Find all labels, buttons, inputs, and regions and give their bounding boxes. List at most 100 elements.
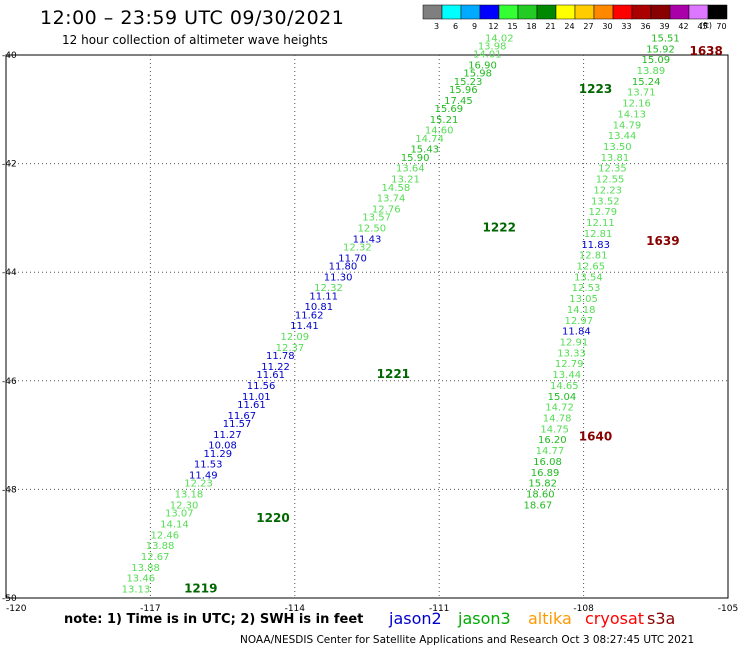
wave-height-label: 11.57 xyxy=(223,419,252,430)
wave-height-label: 12.32 xyxy=(343,242,372,253)
wave-height-label: 17.45 xyxy=(444,96,473,107)
wave-height-label: 13.07 xyxy=(165,509,194,520)
color-scale-tick: 6 xyxy=(453,22,458,31)
wave-height-label: 15.51 xyxy=(651,33,680,44)
wave-height-label: 16.89 xyxy=(531,468,560,479)
x-tick-label: -108 xyxy=(573,604,594,614)
wave-height-label: 15.04 xyxy=(548,392,577,403)
wave-height-label: 12.50 xyxy=(357,223,386,234)
wave-height-label: 13.88 xyxy=(131,563,160,574)
chart-subtitle: 12 hour collection of altimeter wave hei… xyxy=(62,33,328,47)
wave-height-label: 15.69 xyxy=(435,104,464,115)
wave-height-label: 11.56 xyxy=(247,381,276,392)
legend-jason2: jason2 xyxy=(389,609,442,628)
color-scale-tick: 12 xyxy=(488,22,498,31)
wave-height-label: 11.27 xyxy=(213,430,242,441)
wave-height-label: 13.52 xyxy=(591,196,620,207)
x-tick-label: -114 xyxy=(285,604,306,614)
wave-height-label: 12.09 xyxy=(280,332,309,343)
wave-height-label: 13.88 xyxy=(146,541,175,552)
legend-jason3: jason3 xyxy=(458,609,511,628)
wave-height-label: 18.67 xyxy=(524,500,553,511)
wave-height-label: 11.62 xyxy=(295,310,324,321)
x-tick-label: -105 xyxy=(718,604,738,614)
wave-height-label: 12.79 xyxy=(555,359,584,370)
color-scale-swatch xyxy=(612,4,633,20)
color-scale-tick: 15 xyxy=(507,22,517,31)
x-tick-label: -117 xyxy=(140,604,160,614)
wave-height-label: 11.41 xyxy=(290,321,319,332)
chart-footer: NOAA/NESDIS Center for Satellite Applica… xyxy=(240,634,695,646)
track-label: 1221 xyxy=(377,367,410,381)
wave-height-label: 11.29 xyxy=(203,449,232,460)
wave-height-label: 11.49 xyxy=(189,471,218,482)
wave-height-label: 12.81 xyxy=(579,251,608,262)
wave-height-label: 15.24 xyxy=(632,77,661,88)
color-scale-swatch xyxy=(650,4,671,20)
wave-height-label: 15.09 xyxy=(641,55,670,66)
y-tick-label: -44 xyxy=(2,268,17,278)
wave-height-label: 12.30 xyxy=(170,500,199,511)
wave-height-label: 13.50 xyxy=(603,142,632,153)
legend-cryosat: cryosat xyxy=(585,609,645,628)
wave-height-label: 11.53 xyxy=(194,460,223,471)
track-label: 1638 xyxy=(689,44,722,58)
wave-height-label: 12.91 xyxy=(560,338,589,349)
wave-height-label: 14.79 xyxy=(613,120,642,131)
wave-height-label: 15.43 xyxy=(410,145,439,156)
wave-height-label: 13.57 xyxy=(362,213,391,224)
color-scale-swatch xyxy=(707,4,728,20)
plot-frame xyxy=(5,54,729,599)
wave-height-label: 14.72 xyxy=(545,403,574,414)
color-scale-tick: 36 xyxy=(640,22,650,31)
color-scale-tick: 3 xyxy=(434,22,439,31)
wave-height-label: 13.71 xyxy=(627,88,656,99)
wave-height-label: 13.33 xyxy=(557,348,586,359)
wave-height-label: 12.81 xyxy=(584,229,613,240)
wave-height-label: 12.55 xyxy=(596,175,625,186)
wave-height-label: 12.32 xyxy=(314,283,343,294)
color-scale-tick: 42 xyxy=(678,22,688,31)
chart-note: note: 1) Time is in UTC; 2) SWH is in fe… xyxy=(64,612,364,627)
wave-height-label: 11.61 xyxy=(256,370,285,381)
color-scale-tick: 70 xyxy=(716,22,726,31)
color-scale-swatch xyxy=(536,4,557,20)
wave-height-label: 12.11 xyxy=(586,218,615,229)
color-scale-swatch xyxy=(441,4,462,20)
track-label: 1219 xyxy=(184,582,217,596)
wave-height-label: 14.01 xyxy=(473,50,502,61)
color-scale-tick: 18 xyxy=(526,22,536,31)
wave-height-label: 13.98 xyxy=(478,42,507,53)
color-scale-tick: 27 xyxy=(583,22,593,31)
wave-height-label: 11.01 xyxy=(242,392,271,403)
wave-height-label: 13.44 xyxy=(608,131,637,142)
legend-s3a: s3a xyxy=(647,609,676,628)
y-tick-label: -46 xyxy=(2,377,17,387)
track-label: 1220 xyxy=(256,511,289,525)
wave-height-label: 14.77 xyxy=(536,446,565,457)
wave-height-label: 14.65 xyxy=(550,381,579,392)
wave-height-label: 13.44 xyxy=(552,370,581,381)
track-label: 1640 xyxy=(579,430,612,444)
wave-height-label: 14.14 xyxy=(160,519,189,530)
x-tick-label: -111 xyxy=(429,604,449,614)
wave-height-label: 15.23 xyxy=(454,77,483,88)
wave-height-label: 14.74 xyxy=(415,134,444,145)
wave-height-label: 18.60 xyxy=(526,490,555,501)
y-tick-label: -50 xyxy=(2,594,17,604)
wave-height-label: 11.67 xyxy=(228,411,257,422)
wave-height-label: 14.60 xyxy=(425,126,454,137)
wave-height-label: 15.90 xyxy=(401,153,430,164)
color-scale-swatch xyxy=(460,4,481,20)
wave-height-label: 13.64 xyxy=(396,164,425,175)
wave-height-label: 10.08 xyxy=(208,441,237,452)
color-scale-swatch xyxy=(555,4,576,20)
wave-height-label: 13.13 xyxy=(122,585,151,596)
color-scale-swatch xyxy=(479,4,500,20)
color-scale-tick: 9 xyxy=(472,22,477,31)
y-tick-label: -42 xyxy=(2,160,17,170)
wave-height-label: 12.76 xyxy=(372,204,401,215)
wave-height-label: 13.81 xyxy=(601,153,630,164)
wave-height-label: 10.81 xyxy=(305,302,334,313)
